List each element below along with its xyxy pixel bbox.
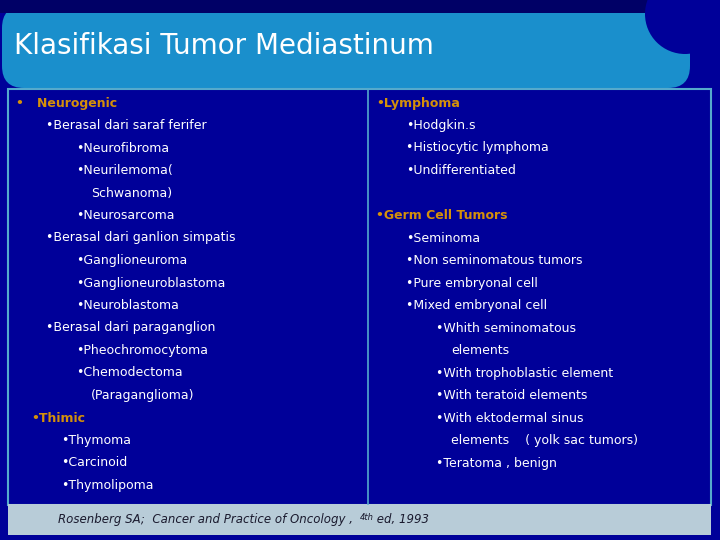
Text: •Neuroblastoma: •Neuroblastoma xyxy=(76,299,179,312)
Text: Schwanoma): Schwanoma) xyxy=(91,186,172,199)
Text: 4th: 4th xyxy=(360,512,374,522)
Text: •Mixed embryonal cell: •Mixed embryonal cell xyxy=(406,299,547,312)
Text: •Histiocytic lymphoma: •Histiocytic lymphoma xyxy=(406,141,549,154)
FancyBboxPatch shape xyxy=(0,0,720,13)
Text: •Ganglioneuroma: •Ganglioneuroma xyxy=(76,254,187,267)
Text: •Thimic: •Thimic xyxy=(31,411,85,424)
Text: •Germ Cell Tumors: •Germ Cell Tumors xyxy=(376,209,508,222)
Text: Rosenberg SA;  Cancer and Practice of Oncology ,: Rosenberg SA; Cancer and Practice of Onc… xyxy=(58,514,360,526)
Text: •Neurosarcoma: •Neurosarcoma xyxy=(76,209,174,222)
Text: ed, 1993: ed, 1993 xyxy=(373,514,429,526)
Text: •Thymolipoma: •Thymolipoma xyxy=(61,479,153,492)
Text: •Chemodectoma: •Chemodectoma xyxy=(76,367,183,380)
Text: •Neurilemoma(: •Neurilemoma( xyxy=(76,164,173,177)
Text: •Whith seminomatous: •Whith seminomatous xyxy=(436,321,576,334)
Text: •Berasal dari paraganglion: •Berasal dari paraganglion xyxy=(46,321,215,334)
Text: (Paraganglioma): (Paraganglioma) xyxy=(91,389,194,402)
FancyBboxPatch shape xyxy=(2,6,690,88)
Text: •Berasal dari ganlion simpatis: •Berasal dari ganlion simpatis xyxy=(46,232,235,245)
Text: •Berasal dari saraf ferifer: •Berasal dari saraf ferifer xyxy=(46,119,207,132)
Text: •With trophoblastic element: •With trophoblastic element xyxy=(436,367,613,380)
Ellipse shape xyxy=(645,0,720,54)
Text: •Pheochromocytoma: •Pheochromocytoma xyxy=(76,344,208,357)
Text: •Teratoma , benign: •Teratoma , benign xyxy=(436,456,557,469)
Text: •Non seminomatous tumors: •Non seminomatous tumors xyxy=(406,254,582,267)
FancyBboxPatch shape xyxy=(8,504,711,535)
Text: •With ektodermal sinus: •With ektodermal sinus xyxy=(436,411,583,424)
Text: •Ganglioneuroblastoma: •Ganglioneuroblastoma xyxy=(76,276,225,289)
Text: •Carcinoid: •Carcinoid xyxy=(61,456,127,469)
FancyBboxPatch shape xyxy=(8,89,711,505)
Text: •Hodgkin.s: •Hodgkin.s xyxy=(406,119,475,132)
Text: •Pure embryonal cell: •Pure embryonal cell xyxy=(406,276,538,289)
Text: •Thymoma: •Thymoma xyxy=(61,434,131,447)
Text: •With teratoid elements: •With teratoid elements xyxy=(436,389,588,402)
Text: Klasifikasi Tumor Mediastinum: Klasifikasi Tumor Mediastinum xyxy=(14,32,434,60)
Text: •Undifferentiated: •Undifferentiated xyxy=(406,164,516,177)
Text: elements    ( yolk sac tumors): elements ( yolk sac tumors) xyxy=(451,434,638,447)
Text: •   Neurogenic: • Neurogenic xyxy=(16,97,117,110)
Text: •Lymphoma: •Lymphoma xyxy=(376,97,460,110)
Text: •Seminoma: •Seminoma xyxy=(406,232,480,245)
Text: elements: elements xyxy=(451,344,509,357)
Text: •Neurofibroma: •Neurofibroma xyxy=(76,141,169,154)
